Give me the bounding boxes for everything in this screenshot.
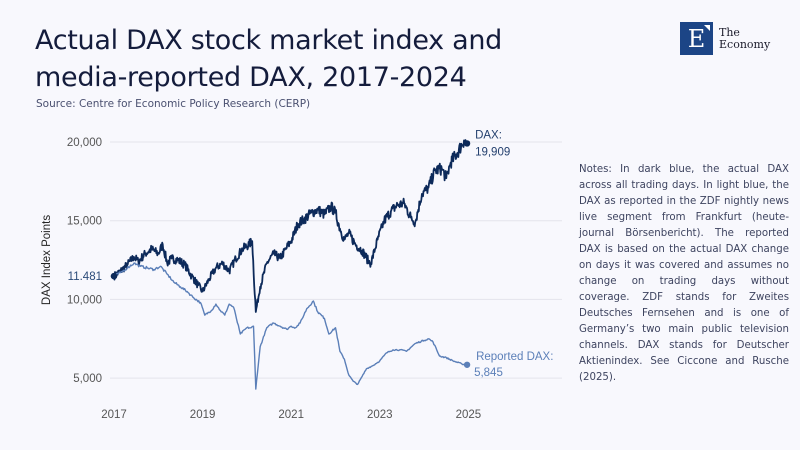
y-tick-label: 15,000 — [67, 216, 102, 228]
start-marker — [110, 272, 118, 280]
series-lines — [110, 139, 471, 390]
y-axis-label: DAX Index Points — [41, 215, 53, 305]
reported-dax-annotation-title: Reported DAX: — [476, 351, 553, 363]
annotations: DAX: 19,909 Reported DAX: 5,845 — [474, 129, 553, 378]
source-caption: Source: Centre for Economic Policy Resea… — [36, 98, 311, 110]
logo-line-2: Economy — [719, 37, 771, 51]
actual-dax-annotation-title: DAX: — [475, 129, 502, 141]
logo-notch — [704, 25, 710, 31]
x-tick-label: 2021 — [278, 409, 304, 421]
notes-text: Notes: In dark blue, the actual DAX acro… — [579, 164, 789, 383]
grid-lines — [110, 141, 562, 379]
x-tick-label: 2023 — [367, 409, 393, 421]
y-tick-label: 10,000 — [67, 294, 102, 306]
y-tick-labels: 5,000 10,000 15,000 20,000 11.481 — [67, 137, 102, 385]
logo-mark-icon: E — [680, 22, 713, 55]
logo-line-1: The — [719, 25, 740, 39]
start-value-label: 11.481 — [68, 271, 102, 283]
reported-dax-annotation-value: 5,845 — [474, 367, 503, 379]
x-tick-labels: 2017 2019 2021 2023 2025 — [101, 409, 481, 421]
logo-wordmark: The Economy — [719, 25, 771, 51]
actual-dax-annotation-value: 19,909 — [475, 146, 510, 158]
x-tick-label: 2019 — [190, 409, 216, 421]
actual-dax-line — [113, 139, 468, 313]
x-tick-label: 2017 — [101, 409, 127, 421]
x-tick-label: 2025 — [456, 409, 482, 421]
y-tick-label: 5,000 — [73, 373, 102, 385]
reported-dax-end-marker — [463, 361, 471, 368]
y-tick-label: 20,000 — [67, 137, 102, 149]
actual-dax-end-marker — [463, 140, 471, 147]
reported-dax-line — [113, 262, 468, 390]
logo-letter: E — [687, 24, 706, 53]
page-title: Actual DAX stock market index and media-… — [35, 25, 503, 93]
the-economy-logo: E The Economy — [680, 22, 770, 55]
